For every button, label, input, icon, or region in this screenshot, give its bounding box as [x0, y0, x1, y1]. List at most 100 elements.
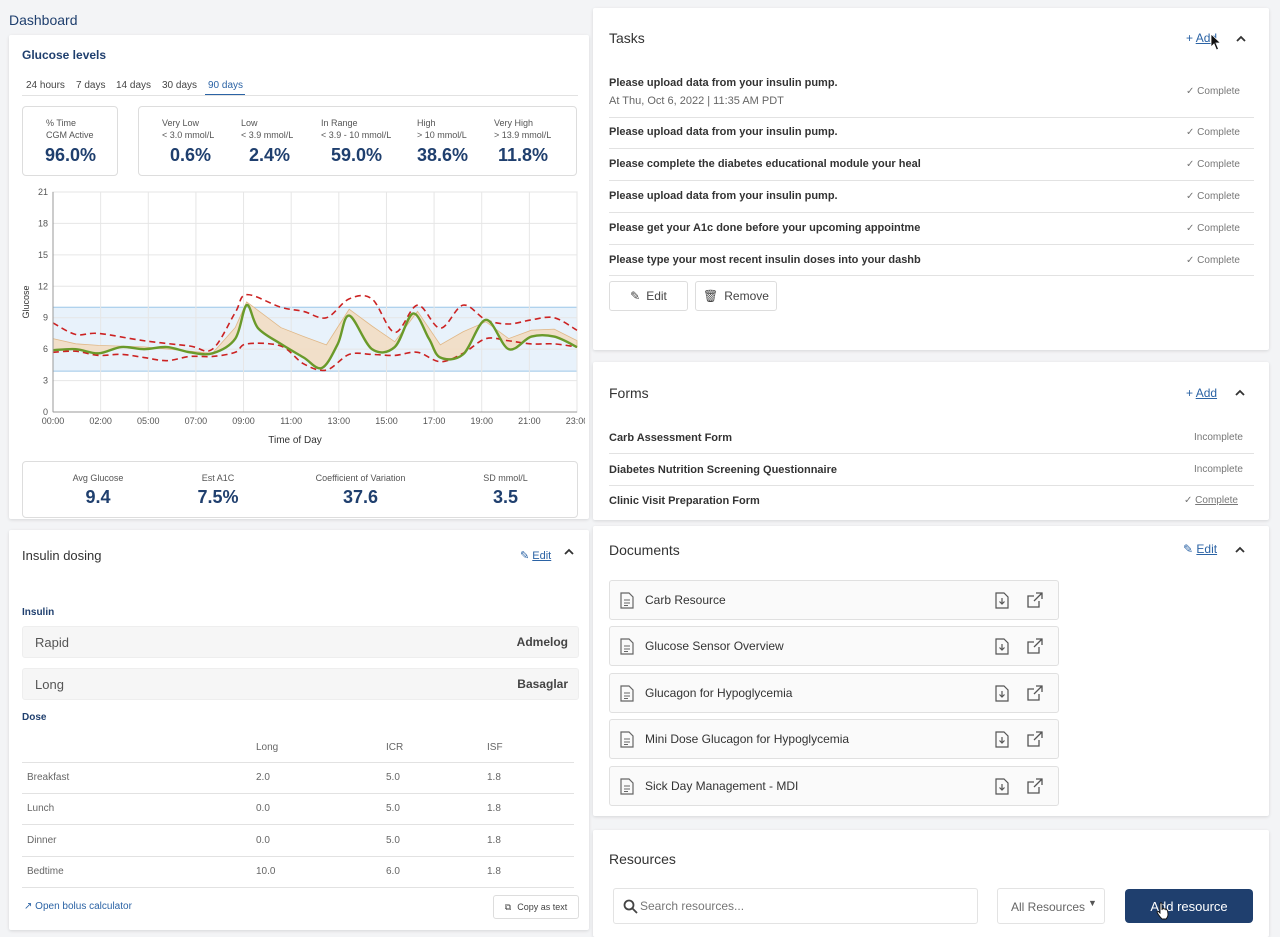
task-status-label: Complete	[1197, 255, 1240, 266]
x-tick-label: 17:00	[423, 416, 446, 426]
open-external-icon[interactable]	[1027, 778, 1043, 794]
task-status: ✓ Complete	[1186, 159, 1240, 170]
task-title: Please upload data from your insulin pum…	[609, 190, 838, 202]
download-icon[interactable]	[995, 731, 1009, 748]
tab-30-days[interactable]: 30 days	[162, 80, 198, 91]
plus-icon: +	[1186, 31, 1194, 45]
tasks-collapse-chevron-icon[interactable]	[1234, 32, 1248, 46]
add-resource-label: Add resource	[1150, 898, 1228, 914]
summary-est-a1c: Est A1C 7.5%	[163, 472, 273, 508]
tab-14-days[interactable]: 14 days	[116, 80, 152, 91]
task-edit-button[interactable]: ✎ Edit	[609, 281, 688, 311]
task-remove-button[interactable]: 🗑 Remove	[695, 281, 777, 311]
document-item[interactable]: Sick Day Management - MDI	[609, 766, 1059, 806]
band-sub: < 3.9 mmol/L	[241, 130, 294, 140]
edit-icon: ✎	[630, 289, 641, 303]
x-axis-label: Time of Day	[268, 435, 322, 446]
y-axis-label: Glucose	[21, 285, 31, 318]
insulin-collapse-chevron-icon[interactable]	[562, 545, 576, 559]
form-status[interactable]: ✓ Complete	[1184, 495, 1238, 506]
document-name: Mini Dose Glucagon for Hypoglycemia	[645, 732, 850, 746]
dose-meal: Lunch	[27, 803, 55, 814]
summary-label: SD mmol/L	[483, 473, 528, 483]
dose-divider	[22, 762, 574, 763]
insulin-type: Long	[35, 677, 64, 692]
check-icon: ✓	[1186, 255, 1198, 266]
tab-90-days[interactable]: 90 days	[208, 80, 244, 91]
open-external-icon[interactable]	[1027, 638, 1043, 654]
check-icon: ✓	[1186, 159, 1198, 170]
open-bolus-calculator-link[interactable]: ↗ Open bolus calculator	[24, 901, 132, 912]
documents-collapse-chevron-icon[interactable]	[1233, 543, 1247, 557]
resources-filter-select[interactable]: All Resources ▼	[997, 888, 1105, 924]
document-item[interactable]: Carb Resource	[609, 580, 1059, 620]
glucose-summary-box: Avg Glucose 9.4 Est A1C 7.5% Coefficient…	[22, 461, 578, 518]
document-item[interactable]: Mini Dose Glucagon for Hypoglycemia	[609, 719, 1059, 759]
download-icon[interactable]	[995, 685, 1009, 702]
insulin-row-long: Long Basaglar	[22, 668, 579, 700]
mouse-cursor-icon	[1210, 33, 1222, 51]
external-link-icon: ↗	[24, 901, 33, 912]
task-title: Please complete the diabetes educational…	[609, 158, 921, 170]
cgm-active-box: % Time CGM Active 96.0%	[22, 106, 118, 176]
insulin-edit-label: Edit	[532, 550, 552, 562]
y-tick-label: 18	[38, 218, 48, 228]
insulin-title: Insulin dosing	[22, 548, 102, 563]
dropdown-caret-icon: ▼	[1088, 898, 1097, 908]
task-title: Please upload data from your insulin pum…	[609, 126, 838, 138]
dose-header-isf: ISF	[487, 742, 503, 753]
lower-percentile-line	[52, 337, 578, 372]
tab-7-days[interactable]: 7 days	[76, 80, 106, 91]
median-line	[52, 303, 578, 370]
download-icon[interactable]	[995, 592, 1009, 609]
search-icon	[623, 899, 638, 914]
summary-avg-glucose: Avg Glucose 9.4	[43, 472, 153, 508]
download-icon[interactable]	[995, 638, 1009, 655]
insulin-edit-button[interactable]: ✎ Edit	[520, 549, 551, 562]
summary-cv: Coefficient of Variation 37.6	[293, 472, 428, 508]
documents-edit-button[interactable]: ✎ Edit	[1183, 542, 1217, 556]
download-icon[interactable]	[995, 778, 1009, 795]
document-item[interactable]: Glucagon for Hypoglycemia	[609, 673, 1059, 713]
document-icon	[620, 731, 634, 748]
summary-label: Est A1C	[201, 473, 235, 483]
task-title: Please upload data from your insulin pum…	[609, 77, 838, 89]
forms-add-button[interactable]: + Add	[1186, 386, 1217, 400]
band-value: 0.6%	[170, 145, 212, 165]
copy-as-text-button[interactable]: ⧉ Copy as text	[493, 895, 579, 919]
documents-edit-label: Edit	[1196, 542, 1218, 556]
task-status-label: Complete	[1197, 159, 1240, 170]
document-icon	[620, 778, 634, 795]
band-very-high: Very High > 13.9 mmol/L 11.8%	[494, 117, 551, 166]
plus-icon: +	[1186, 386, 1194, 400]
tab-24-hours[interactable]: 24 hours	[26, 80, 65, 91]
task-divider	[609, 244, 1254, 245]
form-title: Clinic Visit Preparation Form	[609, 495, 760, 507]
summary-value: 9.4	[85, 487, 111, 507]
check-icon: ✓	[1184, 495, 1196, 506]
open-external-icon[interactable]	[1027, 685, 1043, 701]
form-title: Carb Assessment Form	[609, 432, 733, 444]
y-tick-label: 15	[38, 250, 48, 260]
glucose-agp-chart: 0 3 6 9 12 15 18 21 00:00 02:00 05:00 07:00 09:00 11:…	[21, 187, 585, 446]
plot-area	[52, 191, 578, 413]
form-divider	[609, 453, 1254, 454]
open-external-icon[interactable]	[1027, 731, 1043, 747]
forms-title: Forms	[609, 385, 649, 401]
x-tick-label: 07:00	[185, 416, 208, 426]
x-tick-label: 23:00	[566, 416, 585, 426]
resources-search-input[interactable]: Search resources...	[613, 888, 978, 924]
add-resource-button[interactable]: Add resource	[1125, 889, 1253, 923]
insulin-type: Rapid	[35, 635, 69, 650]
task-status: ✓ Complete	[1186, 127, 1240, 138]
page-title: Dashboard	[9, 12, 78, 28]
edit-icon: ✎	[520, 550, 530, 562]
open-external-icon[interactable]	[1027, 592, 1043, 608]
document-item[interactable]: Glucose Sensor Overview	[609, 626, 1059, 666]
forms-card	[593, 362, 1269, 520]
forms-collapse-chevron-icon[interactable]	[1233, 386, 1247, 400]
task-title: Please get your A1c done before your upc…	[609, 222, 921, 234]
band-label: Very Low	[162, 118, 200, 128]
band-very-low: Very Low < 3.0 mmol/L 0.6%	[162, 117, 214, 166]
copy-icon: ⧉	[504, 901, 512, 912]
